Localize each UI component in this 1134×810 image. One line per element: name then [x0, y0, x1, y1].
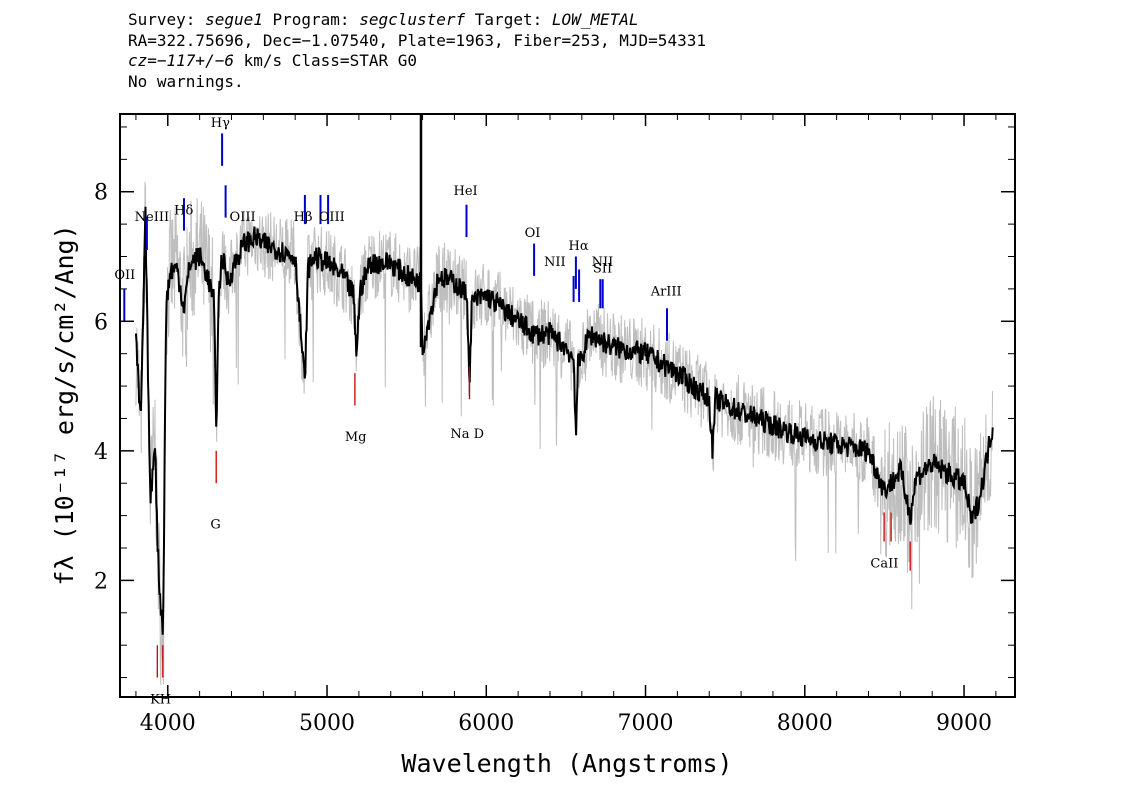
flux-series — [134, 114, 994, 635]
warnings-line: No warnings. — [128, 71, 244, 91]
survey-label: Survey: — [128, 10, 206, 29]
class-value: km/s Class=STAR G0 — [233, 51, 417, 70]
x-tick-label: 8000 — [777, 711, 833, 736]
marker-label: Mg — [345, 430, 367, 445]
y-tick-label: 8 — [94, 181, 108, 206]
redshift-line: cz=−117+/−6 km/s Class=STAR G0 — [128, 51, 706, 72]
redshift-value: cz=−117+/−6 — [128, 51, 234, 70]
spectrum-header: Survey: segue1 Program: segclusterf Targ… — [128, 10, 706, 92]
line-markers — [123, 133, 911, 678]
flux-trace — [134, 206, 994, 635]
x-tick-label: 6000 — [458, 711, 514, 736]
marker-label: Hδ — [174, 203, 193, 218]
marker-label: NII — [544, 255, 566, 270]
marker-label: Hα — [569, 239, 589, 254]
marker-label: OI — [525, 226, 541, 241]
marker-label: SII — [593, 262, 612, 277]
marker-label: CaII — [870, 556, 898, 571]
y-tick-label: 6 — [94, 310, 108, 335]
survey-value: segue1 — [205, 10, 263, 29]
x-tick-label: 5000 — [299, 711, 355, 736]
program-value: segclusterf — [359, 10, 466, 29]
x-tick-label: 9000 — [936, 711, 992, 736]
marker-label: NeIII — [135, 210, 169, 225]
target-label: Target: — [465, 10, 552, 29]
marker-label: Hγ — [211, 116, 230, 131]
survey-line: Survey: segue1 Program: segclusterf Targ… — [128, 10, 706, 31]
y-tick-label: 4 — [94, 440, 108, 465]
marker-label: OIII — [319, 210, 345, 225]
marker-label: HeI — [454, 184, 478, 199]
marker-label: OIII — [230, 210, 256, 225]
target-value: LOW_METAL — [551, 10, 639, 29]
marker-label: Na D — [450, 427, 484, 442]
x-axis-title: Wavelength (Angstroms) — [401, 749, 732, 778]
marker-label: ArIII — [650, 284, 682, 299]
marker-label: G — [210, 518, 220, 533]
coordinates-line: RA=322.75696, Dec=−1.07540, Plate=1963, … — [128, 30, 706, 50]
x-tick-label: 7000 — [618, 711, 674, 736]
x-tick-label: 4000 — [140, 711, 196, 736]
program-label: Program: — [262, 10, 360, 29]
marker-label: NII — [592, 255, 614, 270]
marker-label: Hβ — [294, 210, 313, 225]
axis-ticks: 4000 5000 6000 7000 8000 9000 2 4 6 8 — [94, 114, 1015, 736]
marker-label: OII — [114, 268, 135, 283]
y-tick-label: 2 — [94, 569, 108, 594]
y-axis-title: fλ (10⁻¹⁷ erg/s/cm²/Ang) — [50, 224, 79, 585]
plot-frame — [119, 113, 1016, 698]
